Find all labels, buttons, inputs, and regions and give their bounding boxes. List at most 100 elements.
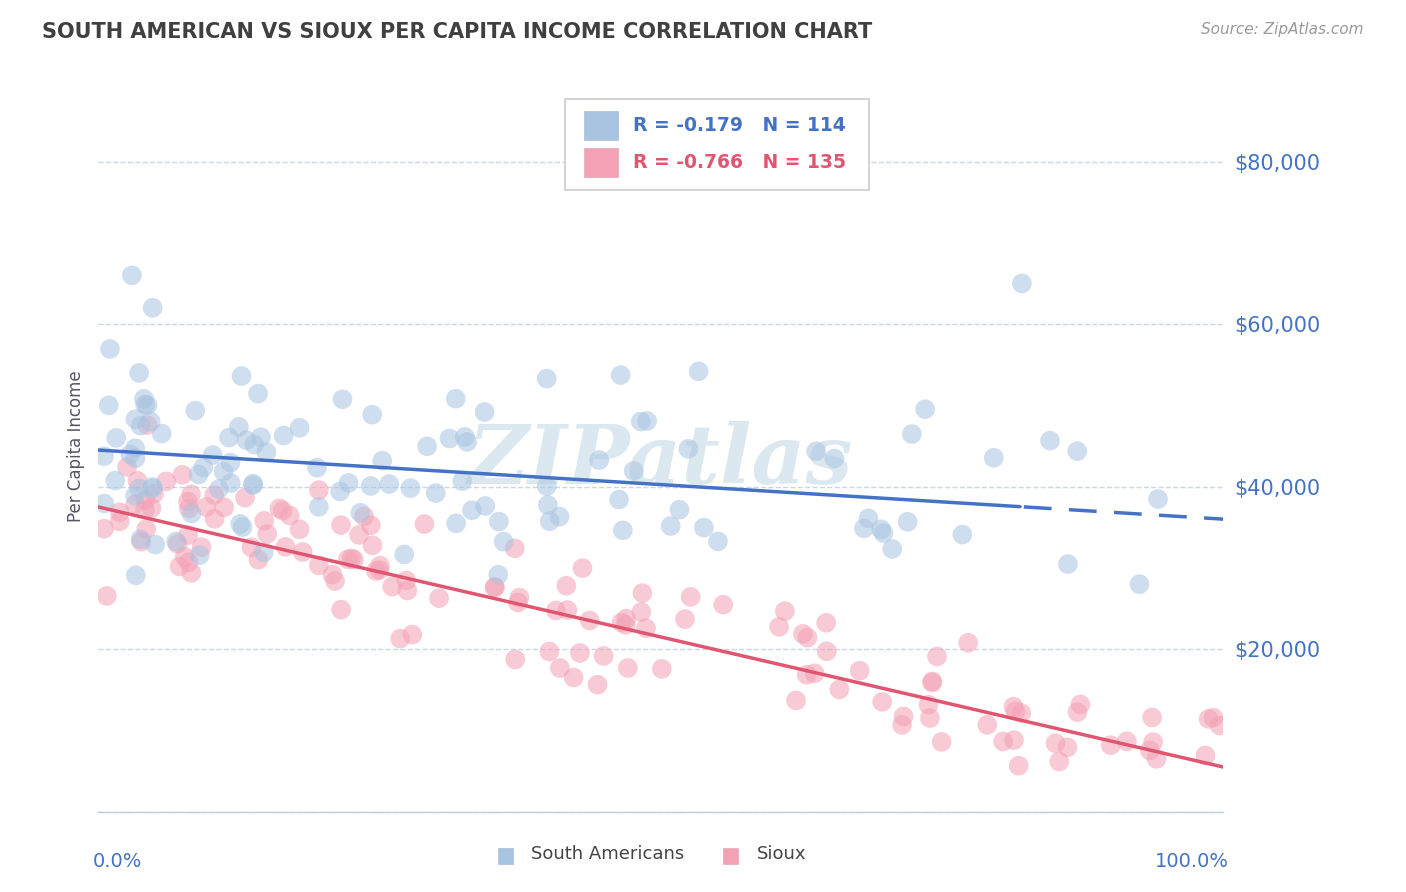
Point bbox=[1115, 734, 1137, 748]
Point bbox=[332, 392, 354, 407]
Point bbox=[1099, 738, 1122, 752]
Point bbox=[454, 430, 477, 444]
Point bbox=[870, 522, 893, 536]
Point bbox=[623, 464, 645, 478]
Point bbox=[870, 695, 893, 709]
Bar bbox=[723, 847, 738, 863]
Point bbox=[361, 408, 384, 422]
Point bbox=[901, 427, 924, 442]
Point bbox=[202, 488, 225, 502]
Point bbox=[368, 563, 391, 577]
Point bbox=[177, 494, 200, 508]
Point bbox=[918, 711, 941, 725]
Point bbox=[921, 675, 943, 690]
Point bbox=[212, 465, 235, 479]
Point bbox=[343, 552, 366, 566]
Point bbox=[115, 459, 138, 474]
Point bbox=[536, 479, 558, 493]
Text: 100.0%: 100.0% bbox=[1154, 852, 1229, 871]
Point bbox=[150, 426, 173, 441]
Point bbox=[166, 537, 188, 551]
Point bbox=[128, 366, 150, 380]
Point bbox=[228, 420, 250, 434]
Point bbox=[208, 482, 231, 496]
Point bbox=[288, 522, 311, 536]
Point bbox=[93, 522, 115, 536]
Point bbox=[439, 432, 461, 446]
Point bbox=[416, 439, 439, 453]
Point bbox=[506, 595, 529, 609]
Point bbox=[914, 402, 936, 417]
Point bbox=[98, 342, 121, 356]
Point bbox=[1047, 755, 1070, 769]
Point bbox=[1056, 740, 1078, 755]
Point bbox=[371, 453, 394, 467]
Point bbox=[1057, 557, 1080, 571]
Point bbox=[127, 474, 149, 488]
Point bbox=[610, 615, 633, 630]
Point bbox=[247, 386, 270, 401]
Point bbox=[1198, 712, 1220, 726]
Point bbox=[378, 477, 401, 491]
Point bbox=[308, 483, 330, 497]
Point bbox=[108, 505, 131, 519]
Point bbox=[105, 431, 128, 445]
Point bbox=[893, 709, 915, 723]
Point bbox=[634, 621, 657, 635]
Point bbox=[232, 520, 254, 534]
Point bbox=[917, 698, 939, 712]
Point bbox=[242, 476, 264, 491]
Point bbox=[177, 501, 200, 516]
Point bbox=[555, 579, 578, 593]
FancyBboxPatch shape bbox=[565, 99, 869, 190]
Point bbox=[136, 418, 159, 433]
Text: Sioux: Sioux bbox=[756, 845, 806, 863]
Point bbox=[848, 664, 870, 678]
Point bbox=[828, 682, 851, 697]
Point bbox=[253, 514, 276, 528]
Point bbox=[1045, 736, 1067, 750]
Point bbox=[337, 475, 360, 490]
Point bbox=[688, 364, 710, 378]
Point bbox=[678, 442, 700, 456]
Point bbox=[323, 574, 346, 588]
Point bbox=[804, 444, 827, 458]
Point bbox=[659, 519, 682, 533]
Point bbox=[1142, 735, 1164, 749]
Point bbox=[330, 518, 353, 533]
Point bbox=[427, 591, 450, 606]
Point bbox=[399, 481, 422, 495]
Point bbox=[614, 617, 637, 632]
Point bbox=[668, 502, 690, 516]
Point bbox=[143, 537, 166, 551]
Point bbox=[1039, 434, 1062, 448]
Point bbox=[474, 499, 496, 513]
Point bbox=[143, 486, 166, 500]
Point bbox=[104, 474, 127, 488]
Point bbox=[394, 548, 416, 562]
Point bbox=[240, 541, 263, 555]
Point bbox=[190, 540, 212, 554]
Point bbox=[247, 553, 270, 567]
Point bbox=[592, 648, 614, 663]
Point bbox=[503, 541, 526, 556]
Point bbox=[124, 497, 146, 511]
Point bbox=[544, 603, 567, 617]
Point bbox=[488, 515, 510, 529]
Point bbox=[184, 403, 207, 417]
Point bbox=[815, 644, 838, 658]
Point bbox=[134, 502, 156, 516]
Point bbox=[135, 492, 157, 507]
Point bbox=[254, 445, 277, 459]
Point bbox=[129, 533, 152, 547]
Point bbox=[897, 515, 920, 529]
Point bbox=[329, 484, 352, 499]
Text: R = -0.179   N = 114: R = -0.179 N = 114 bbox=[633, 116, 845, 135]
Point bbox=[364, 564, 387, 578]
Point bbox=[562, 670, 585, 684]
Point bbox=[361, 538, 384, 552]
Point bbox=[792, 627, 814, 641]
Point bbox=[218, 431, 240, 445]
Point bbox=[243, 437, 266, 451]
Point bbox=[169, 559, 191, 574]
